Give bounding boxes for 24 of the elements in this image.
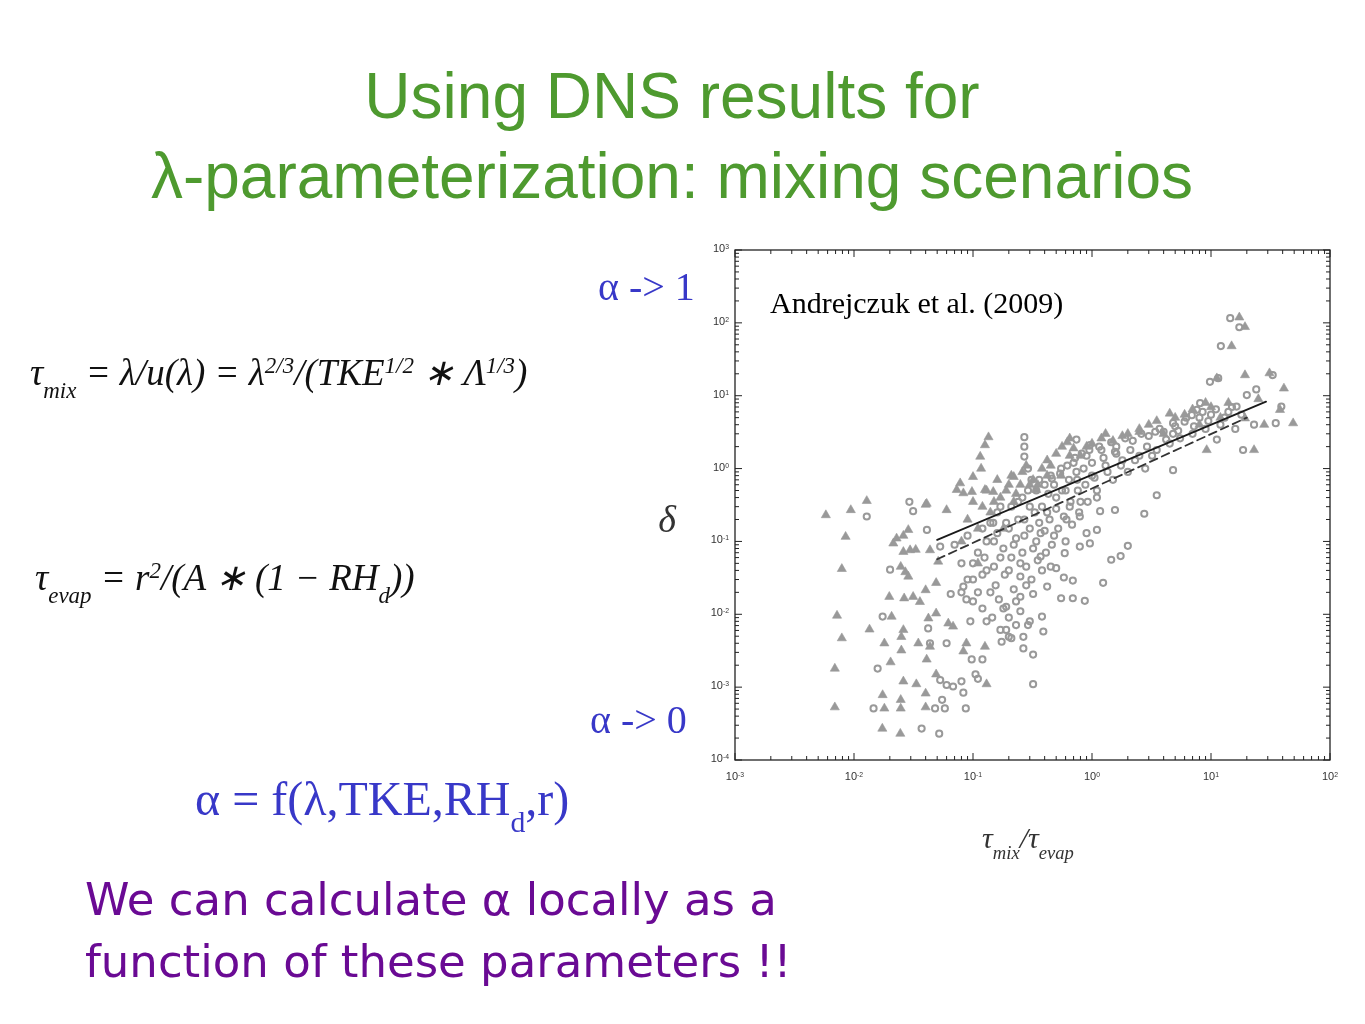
y-tick-label: 10$^{2}$ bbox=[712, 314, 730, 327]
x-tick-label: 10$^{-2}$ bbox=[844, 770, 864, 782]
chart-title: Using DNS results for λ-parameterization: mixing scenarios bbox=[150, 60, 1194, 212]
y-axis-title: δ bbox=[658, 498, 678, 540]
x-tick-label: 10$^{2}$ bbox=[1321, 770, 1339, 782]
text: τ$_{mix}$ = λ/u(λ) = λ$^{2/3}$/(TKE$^{1/2}$ ∗ Λ$^{1/3}$) bbox=[30, 352, 528, 403]
x-tick-label: 10$^{-1}$ bbox=[963, 770, 983, 782]
y-tick-label: 10$^{-3}$ bbox=[710, 679, 730, 692]
x-tick-label: 10$^{1}$ bbox=[1202, 770, 1220, 782]
text: τ$_{evap}$ = r$^{2}$/(A ∗ (1 − RH$_{d}$)) bbox=[35, 557, 415, 608]
text: α -> 1 bbox=[598, 264, 695, 309]
y-tick-label: 10$^{1}$ bbox=[712, 387, 730, 400]
text: We can calculate α locally as a function of these parameters !! bbox=[85, 873, 792, 988]
y-tick-label: 10$^{3}$ bbox=[712, 242, 730, 254]
y-tick-label: 10$^{-4}$ bbox=[710, 752, 730, 764]
x-axis-title: τ$_{mix}$/τ$_{evap}$ bbox=[982, 821, 1074, 863]
y-tick-label: 10$^{0}$ bbox=[712, 460, 730, 473]
y-tick-label: 10$^{-2}$ bbox=[710, 606, 730, 619]
y-tick-label: 10$^{-1}$ bbox=[710, 533, 730, 546]
x-tick-label: 10$^{-3}$ bbox=[725, 770, 745, 782]
x-tick-label: 10$^{0}$ bbox=[1083, 770, 1101, 782]
text: α = f(λ,TKE,RH$_{d}$,r) bbox=[195, 772, 570, 838]
text: α -> 0 bbox=[590, 697, 687, 742]
annotation: Andrejczuk et al. (2009) bbox=[770, 286, 1064, 320]
